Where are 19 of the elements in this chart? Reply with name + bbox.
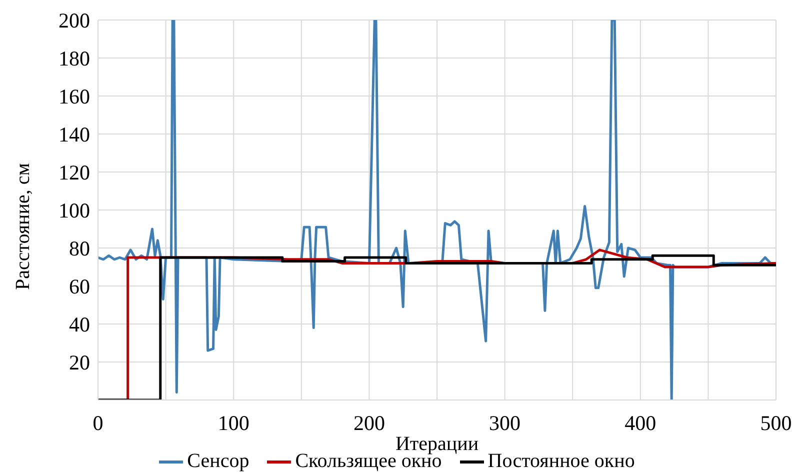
y-tick-label: 140: [58, 122, 90, 146]
y-tick-label: 20: [69, 350, 90, 374]
y-tick-label: 160: [58, 84, 90, 108]
x-tick-label: 100: [218, 411, 250, 435]
y-tick-label: 60: [69, 274, 90, 298]
x-tick-label: 500: [760, 411, 792, 435]
y-tick-label: 100: [58, 198, 90, 222]
x-tick-label: 0: [92, 411, 104, 435]
y-tick-label: 120: [58, 160, 90, 184]
x-tick-label: 400: [624, 411, 656, 435]
y-axis-title: Расстояние, см: [12, 162, 34, 290]
y-tick-label: 180: [58, 46, 90, 70]
x-tick-label: 200: [353, 411, 385, 435]
legend-label: Сенсор: [186, 450, 250, 473]
y-tick-label: 40: [69, 312, 90, 336]
y-tick-label: 80: [69, 236, 90, 260]
y-tick-label: 200: [58, 8, 90, 32]
legend-label: Постоянное окно: [488, 450, 635, 472]
x-tick-label: 300: [489, 411, 521, 435]
